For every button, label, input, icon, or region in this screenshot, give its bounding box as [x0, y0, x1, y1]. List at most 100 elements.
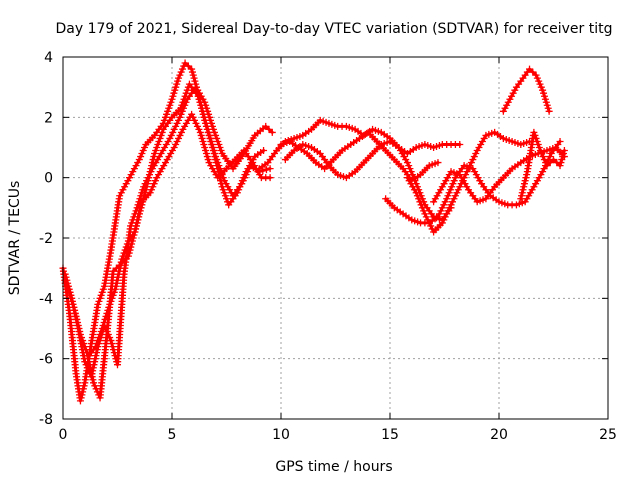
data-point — [82, 346, 90, 354]
data-point — [166, 101, 174, 109]
data-point — [147, 165, 155, 173]
data-series — [59, 59, 568, 405]
data-point — [421, 210, 429, 218]
data-point — [121, 183, 129, 191]
data-point — [416, 198, 424, 206]
data-point — [164, 107, 172, 115]
data-point — [138, 150, 146, 158]
data-point — [191, 77, 199, 85]
data-point — [109, 267, 117, 275]
data-point — [539, 153, 547, 161]
data-point — [92, 352, 100, 360]
data-point — [434, 213, 442, 221]
data-point — [132, 225, 140, 233]
data-point — [531, 131, 539, 139]
data-point — [176, 71, 184, 79]
data-point — [177, 68, 185, 76]
data-point — [198, 134, 206, 142]
data-point — [200, 113, 208, 121]
data-point — [522, 174, 530, 182]
data-point — [205, 131, 213, 139]
data-point — [203, 122, 211, 130]
data-point — [446, 204, 454, 212]
data-point — [445, 189, 453, 197]
data-point — [520, 180, 528, 188]
chart-title: Day 179 of 2021, Sidereal Day-to-day VTE… — [56, 21, 613, 37]
data-point — [435, 210, 443, 218]
series-trace-a — [59, 59, 268, 405]
data-point — [148, 186, 156, 194]
data-point — [173, 137, 181, 145]
data-point — [451, 192, 459, 200]
data-point — [113, 276, 121, 284]
data-point — [86, 364, 94, 372]
data-point — [440, 216, 448, 224]
data-point — [177, 110, 185, 118]
x-tick-label: 10 — [272, 427, 290, 443]
data-point — [130, 165, 138, 173]
data-point — [199, 137, 207, 145]
data-point — [262, 122, 270, 130]
data-point — [536, 147, 544, 155]
data-point — [167, 131, 175, 139]
data-point — [501, 104, 509, 112]
data-point — [424, 216, 432, 224]
data-point — [168, 95, 176, 103]
data-point — [180, 95, 188, 103]
data-point — [176, 113, 184, 121]
data-point — [415, 195, 423, 203]
data-point — [521, 177, 529, 185]
series-trace-h — [382, 137, 564, 227]
data-point — [99, 285, 107, 293]
data-point — [556, 137, 564, 145]
series-trace-i — [403, 128, 534, 236]
data-point — [68, 297, 76, 305]
data-point — [73, 315, 81, 323]
data-point — [86, 361, 94, 369]
data-point — [165, 104, 173, 112]
data-point — [117, 258, 125, 266]
data-point — [518, 189, 526, 197]
data-point — [174, 77, 182, 85]
axis-ticks — [62, 56, 609, 420]
data-point — [215, 140, 223, 148]
data-point — [533, 137, 541, 145]
data-point — [210, 147, 218, 155]
data-point — [503, 101, 511, 109]
data-point — [509, 89, 517, 97]
data-point — [98, 288, 106, 296]
data-point — [145, 171, 153, 179]
data-point — [533, 74, 541, 82]
series-line — [63, 85, 274, 379]
data-point — [173, 80, 181, 88]
data-point — [96, 331, 104, 339]
data-point — [422, 213, 430, 221]
data-point — [202, 119, 210, 127]
y-tick-labels: -8 -6 -4 -2 0 2 4 — [39, 50, 53, 428]
data-point — [70, 303, 78, 311]
data-point — [76, 397, 84, 405]
data-point — [239, 177, 247, 185]
data-point — [189, 113, 197, 121]
data-point — [87, 367, 95, 375]
data-point — [75, 325, 83, 332]
data-point — [472, 150, 480, 158]
data-point — [194, 92, 202, 100]
x-tick-label: 0 — [59, 427, 68, 443]
data-point — [464, 165, 472, 173]
data-point — [95, 297, 103, 305]
data-point — [259, 167, 267, 175]
data-point — [177, 128, 185, 136]
data-point — [539, 86, 547, 94]
data-point — [425, 219, 433, 227]
data-point — [133, 219, 141, 227]
data-point — [156, 134, 164, 142]
y-tick-label: -6 — [39, 352, 53, 368]
data-point — [97, 291, 105, 299]
data-point — [122, 180, 130, 188]
data-point — [136, 204, 144, 212]
data-point — [543, 101, 551, 109]
data-point — [135, 210, 143, 218]
data-point — [175, 134, 183, 142]
